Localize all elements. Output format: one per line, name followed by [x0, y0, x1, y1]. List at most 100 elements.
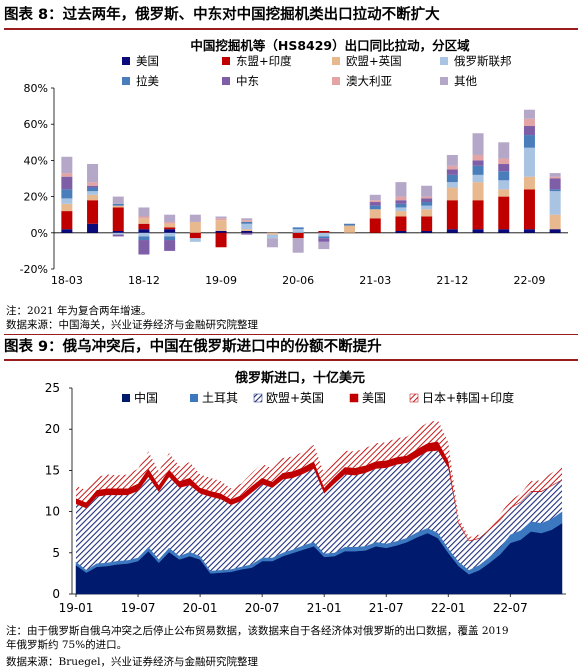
bar-segment-19-03-1: [164, 227, 176, 230]
legend-swatch-3: [440, 57, 448, 65]
bar-segment-18-12-5: [138, 240, 150, 255]
legend-label-1: 土耳其: [202, 391, 238, 405]
bar-segment-22-06-0: [498, 229, 510, 233]
bar-segment-18-12-1: [138, 223, 150, 230]
bar-segment-21-09-0: [421, 230, 433, 233]
legend-label-2: 欧盟+英国: [346, 54, 402, 68]
bar-segment-18-09-5: [112, 234, 124, 237]
bar-segment-20-06-1: [292, 232, 304, 239]
legend-swatch-6: [332, 77, 340, 85]
bar-segment-20-06-4: [292, 227, 304, 230]
bar-segment-19-06-3: [189, 238, 201, 242]
legend-swatch-4: [409, 393, 419, 403]
bar-segment-22-03-4: [472, 165, 484, 175]
y-tick-label: 0%: [31, 227, 48, 240]
x-tick-label: 20-06: [282, 274, 314, 287]
bar-segment-18-12-4: [138, 236, 150, 241]
bar-segment-21-03-2: [369, 209, 381, 219]
bar-segment-19-03-3: [164, 232, 176, 237]
bar-segment-18-09-1: [112, 207, 124, 231]
bar-segment-21-03-6: [369, 200, 381, 203]
bar-segment-21-03-5: [369, 202, 381, 206]
bar-segment-21-12-0: [446, 229, 458, 233]
y-tick-label: 5: [52, 546, 60, 560]
y-tick-label: 0: [52, 587, 60, 601]
bar-segment-21-12-3: [446, 182, 458, 188]
y-tick-label: 25: [45, 381, 60, 395]
bar-segment-22-06-5: [498, 164, 510, 172]
bar-segment-21-06-1: [395, 216, 407, 231]
legend-swatch-1: [222, 57, 230, 65]
y-tick-label: 60%: [24, 118, 48, 131]
legend-swatch-0: [122, 57, 130, 65]
legend-label-3: 俄罗斯联邦: [454, 54, 512, 68]
legend-swatch-4: [122, 77, 130, 85]
bar-segment-19-03-4: [164, 236, 176, 241]
figure8-caption: 图表 8：过去两年，俄罗斯、中东对中国挖掘机类出口拉动不断扩大: [4, 7, 440, 23]
bar-segment-18-06-1: [87, 200, 99, 224]
bar-segment-21-12-7: [446, 154, 458, 166]
x-tick-label: 19-09: [205, 274, 237, 287]
bar-segment-21-09-4: [421, 202, 433, 206]
y-tick-label: 40%: [24, 154, 48, 167]
bar-segment-19-03-6: [164, 221, 176, 224]
bar-segment-22-12-7: [549, 173, 561, 177]
bar-segment-21-12-5: [446, 169, 458, 175]
bar-segment-21-12-4: [446, 174, 458, 183]
chart9-title: 俄罗斯进口，十亿美元: [234, 370, 365, 386]
bar-segment-20-03-2: [266, 232, 278, 235]
bar-segment-20-03-3: [266, 234, 278, 239]
bar-segment-18-03-1: [61, 211, 73, 230]
x-tick-label: 21-01: [307, 601, 342, 615]
bar-segment-19-06-1: [189, 232, 201, 239]
bar-segment-22-03-1: [472, 200, 484, 230]
bar-segment-19-03-2: [164, 223, 176, 228]
bar-segment-22-03-2: [472, 182, 484, 201]
bar-segment-18-12-7: [138, 207, 150, 217]
bar-segment-21-09-1: [421, 216, 433, 231]
bar-segment-22-03-0: [472, 229, 484, 233]
bar-segment-22-06-3: [498, 180, 510, 190]
bar-segment-21-03-4: [369, 205, 381, 210]
x-tick-label: 22-01: [431, 601, 466, 615]
bar-segment-18-06-4: [87, 187, 99, 192]
bar-segment-19-12-2: [241, 229, 253, 231]
bar-segment-19-09-1: [215, 232, 227, 248]
bar-segment-21-09-3: [421, 205, 433, 210]
bar-segment-22-06-2: [498, 189, 510, 197]
legend-swatch-7: [440, 77, 448, 85]
x-tick-label: 18-12: [128, 274, 160, 287]
figure9-source: 数据来源：Bruegel，兴业证券经济与金融研究院整理: [6, 656, 259, 668]
legend-label-6: 澳大利亚: [346, 74, 392, 88]
x-tick-label: 18-03: [51, 274, 83, 287]
bar-segment-18-06-0: [87, 223, 99, 233]
bar-segment-21-09-7: [421, 185, 433, 197]
bar-segment-18-09-3: [112, 232, 124, 235]
bar-segment-21-09-2: [421, 209, 433, 217]
bar-segment-20-09-3: [318, 232, 330, 237]
bar-segment-22-03-6: [472, 154, 484, 161]
bar-segment-19-09-2: [215, 220, 227, 231]
x-tick-label: 20-01: [183, 601, 218, 615]
bar-segment-20-09-7: [318, 241, 330, 250]
x-tick-label: 19-01: [59, 601, 94, 615]
x-tick-label: 20-07: [245, 601, 280, 615]
bar-segment-21-12-2: [446, 187, 458, 201]
bar-segment-18-03-6: [61, 173, 73, 177]
bar-segment-19-03-5: [164, 240, 176, 251]
bar-segment-18-12-2: [138, 218, 150, 224]
bar-segment-22-12-3: [549, 191, 561, 215]
legend-label-3: 美国: [362, 391, 386, 405]
figure8-source: 数据来源：中国海关，兴业证券经济与金融研究院整理: [6, 319, 258, 331]
bar-segment-22-06-6: [498, 158, 510, 165]
x-tick-label: 21-12: [436, 274, 468, 287]
figure8-note: 注：2021 年为复合两年增速。: [6, 305, 152, 317]
bar-segment-20-09-5: [318, 238, 330, 242]
figure9-note-line2: 年俄罗斯约 75%的进口。: [6, 639, 128, 651]
bar-segment-18-12-3: [138, 232, 150, 237]
legend-label-7: 其他: [454, 74, 477, 88]
area-series-1: [75, 511, 563, 575]
bar-segment-21-06-7: [395, 182, 407, 197]
bar-segment-22-09-5: [523, 126, 535, 136]
bar-segment-22-12-4: [549, 189, 561, 192]
